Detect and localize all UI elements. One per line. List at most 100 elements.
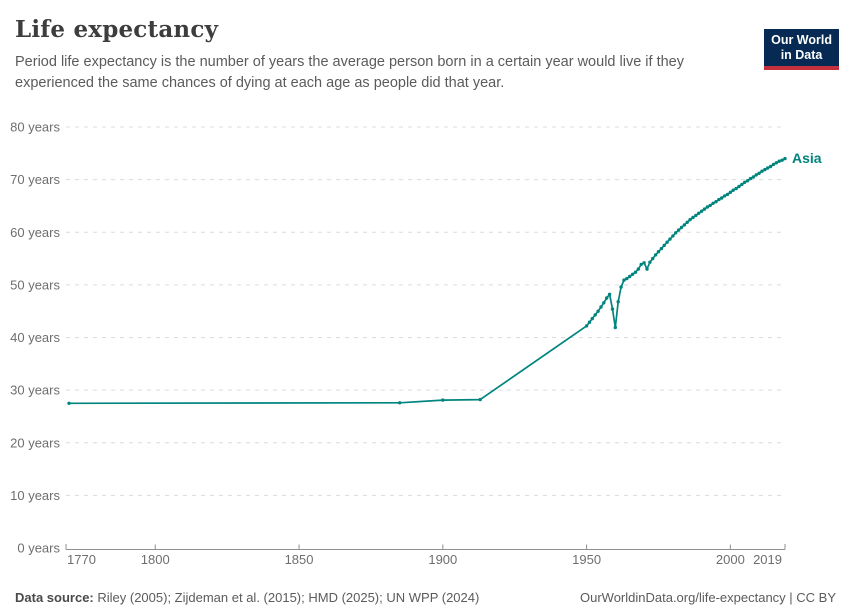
y-tick-label: 70 years [10, 172, 60, 187]
data-point [743, 180, 747, 184]
data-point [740, 182, 744, 187]
chart-header: Life expectancy Period life expectancy i… [0, 16, 850, 93]
data-point [671, 234, 675, 238]
x-tick-label: 1850 [285, 552, 314, 567]
data-point [665, 240, 669, 244]
data-point [751, 175, 756, 179]
data-point [691, 215, 695, 220]
data-point [441, 398, 445, 402]
data-point [625, 276, 629, 281]
data-point [725, 192, 730, 197]
data-point [676, 228, 681, 232]
data-point [651, 256, 655, 261]
owid-logo-line2: in Data [780, 48, 823, 62]
data-point [714, 200, 718, 204]
data-point [616, 300, 620, 304]
data-point [622, 278, 626, 282]
owid-logo-line1: Our World [771, 33, 832, 47]
data-point [760, 169, 764, 173]
data-point [602, 301, 606, 305]
data-point [728, 190, 733, 194]
series-end-label: Asia [792, 150, 822, 166]
data-point [734, 186, 738, 191]
data-point [780, 158, 784, 162]
page-title: Life expectancy [15, 16, 219, 43]
data-point [605, 296, 609, 300]
data-point [398, 401, 402, 405]
data-point [593, 313, 597, 317]
y-tick-label: 30 years [10, 383, 60, 398]
y-tick-label: 10 years [10, 488, 60, 503]
y-tick-label: 80 years [10, 120, 60, 135]
data-point [659, 246, 664, 251]
data-point [711, 201, 715, 205]
data-point [590, 316, 594, 321]
data-point [584, 324, 589, 328]
data-point [745, 179, 750, 183]
data-point [763, 167, 767, 172]
data-point [653, 253, 658, 257]
data-point [708, 203, 712, 208]
data-point [599, 305, 603, 309]
data-point [607, 292, 612, 296]
data-point [679, 225, 684, 230]
x-tick-label: 2019 [753, 552, 782, 567]
chart-footer: Data source: Riley (2005); Zijdeman et a… [15, 590, 836, 605]
data-point [613, 325, 617, 330]
data-point [67, 401, 71, 405]
data-point [645, 267, 649, 271]
x-tick-label: 1770 [67, 552, 96, 567]
data-point [720, 196, 724, 200]
data-point [768, 164, 773, 169]
data-point [619, 285, 623, 289]
y-tick-label: 20 years [10, 435, 60, 450]
data-point [766, 166, 770, 170]
data-point [737, 184, 741, 189]
data-source-label: Data source: [15, 590, 94, 605]
y-tick-label: 60 years [10, 225, 60, 240]
data-source-text: Riley (2005); Zijdeman et al. (2015); HM… [93, 590, 480, 605]
data-point [682, 223, 687, 227]
data-point [694, 213, 698, 218]
data-point [610, 307, 615, 311]
data-point [697, 211, 701, 215]
y-tick-label: 50 years [10, 277, 60, 292]
data-point [642, 261, 646, 265]
x-tick-label: 1900 [428, 552, 457, 567]
data-point [699, 209, 704, 213]
data-point [587, 320, 592, 324]
data-point [648, 260, 652, 264]
data-point [748, 176, 753, 181]
data-point [662, 243, 666, 248]
y-tick-label: 0 years [17, 541, 60, 556]
data-point [722, 194, 727, 198]
data-point [702, 207, 707, 211]
data-point [685, 220, 689, 224]
footer-link[interactable]: OurWorldinData.org/life-expectancy | CC … [579, 590, 836, 605]
data-point [783, 156, 787, 161]
data-point [717, 197, 721, 202]
data-point [628, 274, 632, 279]
data-point [633, 270, 638, 274]
owid-logo[interactable]: Our World in Data [764, 29, 839, 70]
data-point [674, 231, 678, 235]
data-point [754, 173, 758, 177]
data-point [478, 397, 482, 402]
data-point [731, 188, 735, 192]
data-point [630, 272, 635, 276]
data-point [636, 267, 640, 271]
x-tick-label: 2000 [716, 552, 745, 567]
x-tick-label: 1950 [572, 552, 601, 567]
data-point [771, 162, 776, 167]
data-point [774, 161, 779, 165]
data-point [668, 237, 672, 241]
series-line-asia [68, 157, 786, 405]
chart-subtitle: Period life expectancy is the number of … [15, 54, 684, 91]
x-tick-label: 1800 [141, 552, 170, 567]
data-point [639, 262, 643, 267]
data-point [596, 309, 600, 313]
data-point [757, 171, 761, 175]
data-point [777, 159, 781, 163]
y-tick-label: 40 years [10, 330, 60, 345]
data-point [705, 205, 710, 209]
